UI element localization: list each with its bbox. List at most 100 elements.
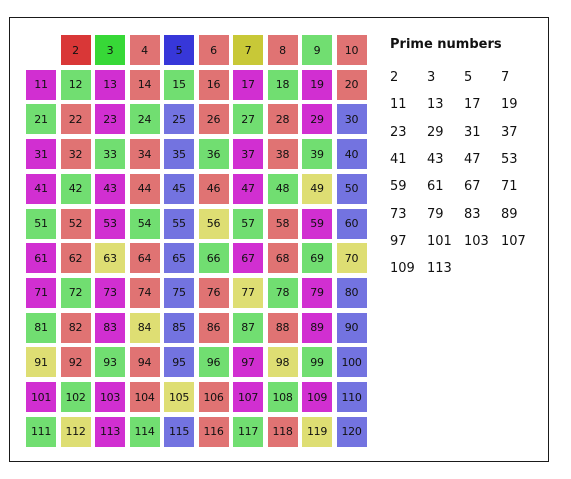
number-cell: 58 [267, 208, 298, 239]
prime-value: 71 [501, 179, 518, 195]
number-cell: 25 [164, 104, 194, 135]
number-cell: 4 [129, 35, 160, 65]
prime-value: 23 [390, 124, 407, 140]
prime-value: 37 [501, 124, 518, 140]
number-cell: 47 [233, 173, 263, 204]
number-cell: 63 [95, 243, 125, 274]
number-cell: 7 [233, 35, 263, 65]
number-cell: 116 [198, 416, 229, 447]
number-cell: 52 [60, 208, 91, 239]
prime-value: 13 [427, 97, 444, 113]
number-cell: 94 [129, 347, 160, 378]
number-cell: 14 [129, 69, 160, 100]
number-cell: 117 [233, 416, 263, 447]
number-cell: 30 [336, 104, 367, 135]
prime-value: 29 [427, 124, 444, 140]
number-cell: 102 [60, 382, 91, 412]
number-cell: 60 [336, 208, 367, 239]
number-cell: 19 [302, 69, 332, 100]
prime-value: 3 [427, 70, 436, 85]
number-cell: 34 [129, 139, 160, 170]
prime-value: 79 [427, 206, 444, 222]
number-cell: 42 [60, 173, 91, 204]
number-cell: 101 [26, 382, 56, 412]
number-cell: 18 [267, 69, 298, 100]
number-cell: 22 [60, 104, 91, 135]
prime-value: 5 [464, 70, 473, 85]
prime-value: 31 [464, 124, 481, 140]
number-cell: 95 [164, 347, 194, 378]
number-cell: 104 [129, 382, 160, 412]
number-cell: 91 [26, 347, 56, 378]
number-cell: 31 [26, 139, 56, 170]
number-cell: 5 [164, 35, 194, 65]
number-cell: 64 [129, 243, 160, 274]
number-cell: 96 [198, 347, 229, 378]
number-cell: 75 [164, 277, 194, 308]
number-cell: 43 [95, 173, 125, 204]
number-cell: 65 [164, 243, 194, 274]
number-cell: 17 [233, 69, 263, 100]
number-cell: 98 [267, 347, 298, 378]
number-cell: 93 [95, 347, 125, 378]
prime-value: 67 [464, 179, 481, 195]
number-cell: 114 [129, 416, 160, 447]
number-cell: 110 [336, 382, 367, 412]
number-cell: 89 [302, 312, 332, 343]
prime-value: 61 [427, 179, 444, 195]
number-cell: 40 [336, 139, 367, 170]
number-cell: 10 [336, 35, 367, 65]
prime-value: 83 [464, 206, 481, 222]
prime-value: 19 [501, 97, 518, 113]
number-cell: 99 [302, 347, 332, 378]
number-cell: 51 [26, 208, 56, 239]
prime-value: 101 [427, 233, 452, 249]
number-cell: 73 [95, 277, 125, 308]
number-cell: 33 [95, 139, 125, 170]
prime-value: 53 [501, 151, 518, 167]
number-cell: 59 [302, 208, 332, 239]
number-cell: 112 [60, 416, 91, 447]
number-cell: 15 [164, 69, 194, 100]
number-cell: 21 [26, 104, 56, 135]
prime-value: 17 [464, 97, 481, 113]
number-cell: 20 [336, 69, 367, 100]
number-cell: 11 [26, 69, 56, 100]
number-cell: 105 [164, 382, 194, 412]
prime-value: 2 [390, 70, 399, 85]
prime-list-title: Prime numbers [390, 37, 502, 52]
number-cell: 12 [60, 69, 91, 100]
number-cell: 106 [198, 382, 229, 412]
number-cell: 68 [267, 243, 298, 274]
prime-value: 7 [501, 70, 510, 85]
number-cell: 3 [95, 35, 125, 65]
number-cell: 80 [336, 277, 367, 308]
figure-frame: 2 3 4 5 6 7 8 9 10 11 12 13 14 15 16 17 18 19 20 21 22 23 24 25… [9, 17, 549, 462]
number-cell: 61 [26, 243, 56, 274]
number-cell: 86 [198, 312, 229, 343]
number-cell: 24 [129, 104, 160, 135]
number-cell: 9 [302, 35, 332, 65]
number-cell: 115 [164, 416, 194, 447]
number-cell: 54 [129, 208, 160, 239]
prime-value: 11 [390, 97, 407, 113]
number-cell: 118 [267, 416, 298, 447]
prime-value: 47 [464, 151, 481, 167]
number-cell: 32 [60, 139, 91, 170]
number-cell: 77 [233, 277, 263, 308]
number-cell: 2 [60, 35, 91, 65]
number-cell: 29 [302, 104, 332, 135]
number-cell: 74 [129, 277, 160, 308]
number-cell: 90 [336, 312, 367, 343]
prime-value: 109 [390, 261, 415, 277]
number-cell: 66 [198, 243, 229, 274]
number-cell: 38 [267, 139, 298, 170]
number-cell: 16 [198, 69, 229, 100]
number-cell: 119 [302, 416, 332, 447]
prime-value: 103 [464, 233, 489, 249]
number-cell: 100 [336, 347, 367, 378]
number-cell: 71 [26, 277, 56, 308]
number-cell: 39 [302, 139, 332, 170]
number-cell: 62 [60, 243, 91, 274]
number-cell: 13 [95, 69, 125, 100]
